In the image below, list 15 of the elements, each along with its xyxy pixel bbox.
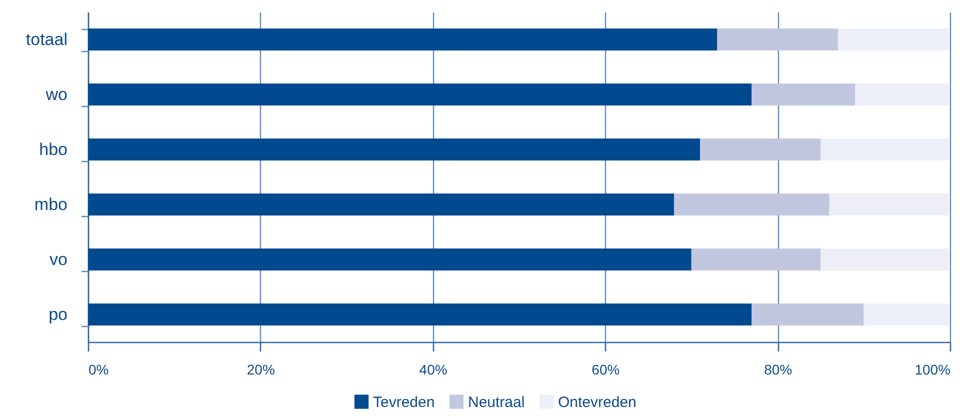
x-tick-label: 0% — [88, 362, 109, 378]
y-tick-label: totaal — [26, 30, 68, 49]
y-tick-label: vo — [50, 250, 68, 269]
legend-label: Neutraal — [468, 394, 525, 411]
y-tick-label: po — [48, 305, 68, 324]
legend-label: Ontevreden — [558, 394, 636, 411]
legend-label: Tevreden — [373, 394, 435, 411]
y-tick-label: mbo — [34, 195, 68, 214]
x-tick-label: 60% — [592, 362, 620, 378]
x-tick-label: 100% — [914, 362, 950, 378]
y-tick-label: hbo — [39, 140, 68, 159]
x-tick-label: 40% — [419, 362, 448, 378]
x-tick-label: 80% — [764, 362, 792, 378]
x-tick-label: 20% — [246, 362, 275, 378]
y-tick-label: wo — [44, 85, 68, 104]
